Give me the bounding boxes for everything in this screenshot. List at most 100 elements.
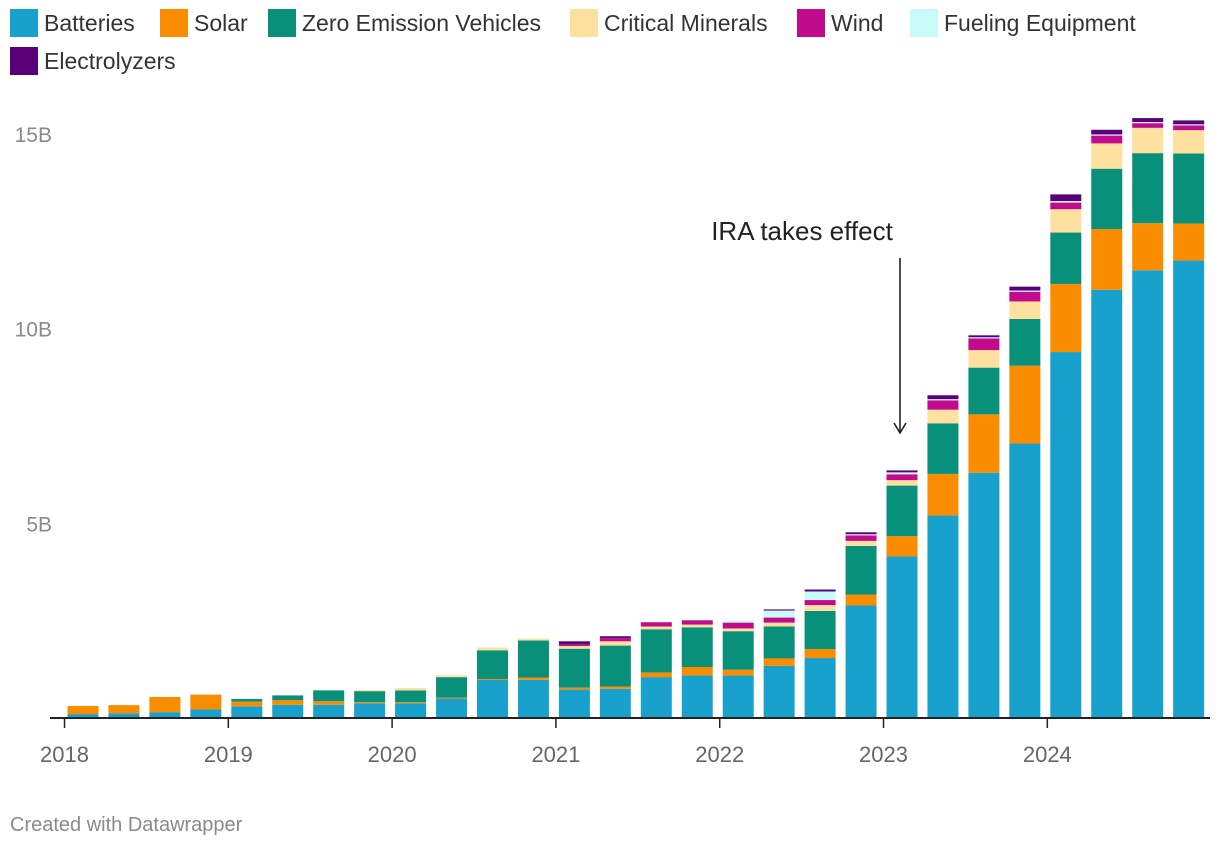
bar-critical-minerals (804, 605, 836, 611)
bar-electrolyzers (558, 641, 590, 645)
bar-wind (804, 600, 836, 606)
bar-wind (558, 644, 590, 646)
annotation-label: IRA takes effect (711, 216, 893, 246)
legend-item-electrolyzers: Electrolyzers (10, 46, 176, 76)
bar-critical-minerals (436, 675, 468, 678)
bar-critical-minerals (395, 688, 427, 691)
bar-batteries (313, 704, 345, 718)
bar-wind (1132, 123, 1164, 128)
legend-item-fueling-equipment: Fueling Equipment (910, 8, 1136, 38)
bar-solar (722, 669, 754, 676)
bar-zero-emission-vehicles (517, 640, 549, 678)
bar-fueling-equipment (763, 610, 795, 618)
bar-batteries (395, 703, 427, 718)
legend-label-wind: Wind (831, 9, 884, 36)
bar-batteries (640, 677, 672, 718)
bar-solar (67, 705, 99, 715)
bars (67, 118, 1205, 718)
bar-batteries (763, 665, 795, 718)
annotation: IRA takes effect (711, 216, 907, 435)
bar-solar (313, 701, 345, 705)
legend-swatch-solar (160, 9, 188, 37)
legend-item-batteries: Batteries (10, 8, 135, 38)
y-tick-label: 5B (26, 513, 52, 536)
bar-wind (681, 620, 713, 625)
x-tick-label: 2018 (40, 742, 89, 767)
bar-batteries (1050, 352, 1082, 718)
legend-item-solar: Solar (160, 8, 248, 38)
footer-credit: Created with Datawrapper (10, 814, 243, 836)
bar-zero-emission-vehicles (558, 648, 590, 688)
bar-electrolyzers (1173, 120, 1205, 125)
bar-solar (1132, 223, 1164, 271)
bar-zero-emission-vehicles (231, 698, 263, 702)
legend-swatch-wind (797, 9, 825, 37)
legend-swatch-electrolyzers (10, 47, 38, 75)
x-tick-label: 2019 (204, 742, 253, 767)
bar-critical-minerals (1050, 209, 1082, 233)
bar-critical-minerals (681, 624, 713, 628)
legend-swatch-fueling-equipment (910, 9, 938, 37)
bar-wind (1009, 291, 1041, 302)
bar-solar (845, 594, 877, 606)
x-tick-label: 2022 (695, 742, 744, 767)
bar-critical-minerals (354, 689, 386, 692)
y-tick-label: 15B (15, 124, 52, 147)
bar-wind (886, 474, 918, 481)
legend-label-solar: Solar (194, 9, 248, 36)
bar-electrolyzers (927, 395, 959, 400)
bar-solar (886, 536, 918, 557)
bar-solar (1050, 283, 1082, 353)
bar-batteries (845, 605, 877, 718)
bar-batteries (517, 679, 549, 718)
bar-critical-minerals (558, 645, 590, 649)
bar-zero-emission-vehicles (1091, 168, 1123, 230)
annotation-arrow-head (893, 422, 907, 435)
bar-zero-emission-vehicles (395, 690, 427, 703)
bar-fueling-equipment (1009, 290, 1041, 292)
bar-fueling-equipment (968, 337, 1000, 339)
bar-batteries (558, 689, 590, 718)
bar-critical-minerals (763, 622, 795, 627)
bar-batteries (67, 714, 99, 718)
bar-fueling-equipment (886, 472, 918, 475)
bar-zero-emission-vehicles (722, 631, 754, 670)
bar-solar (272, 700, 304, 705)
bar-wind (722, 622, 754, 629)
bar-wind (968, 338, 1000, 351)
legend-swatch-critical-minerals (570, 9, 598, 37)
bar-zero-emission-vehicles (681, 627, 713, 667)
legend-item-zev: Zero Emission Vehicles (268, 8, 541, 38)
bar-solar (1009, 365, 1041, 444)
y-tick-label: 10B (15, 319, 52, 342)
bar-solar (558, 687, 590, 690)
bar-batteries (1091, 289, 1123, 718)
bar-solar (231, 701, 263, 707)
bar-zero-emission-vehicles (927, 423, 959, 474)
bar-electrolyzers (804, 589, 836, 592)
bar-zero-emission-vehicles (313, 690, 345, 702)
bar-zero-emission-vehicles (640, 629, 672, 673)
bar-zero-emission-vehicles (763, 626, 795, 659)
bar-critical-minerals (845, 540, 877, 546)
legend-swatch-batteries (10, 9, 38, 37)
bar-critical-minerals (968, 350, 1000, 368)
bar-batteries (190, 709, 222, 718)
bar-critical-minerals (599, 641, 631, 646)
bar-solar (599, 686, 631, 689)
bar-zero-emission-vehicles (272, 695, 304, 701)
bar-batteries (722, 675, 754, 718)
bar-solar (1173, 223, 1205, 261)
bar-batteries (1132, 270, 1164, 718)
bar-batteries (599, 688, 631, 718)
bar-fueling-equipment (722, 620, 754, 623)
x-tick-label: 2023 (859, 742, 908, 767)
bar-critical-minerals (517, 638, 549, 641)
bar-zero-emission-vehicles (477, 650, 508, 680)
bar-electrolyzers (886, 470, 918, 473)
bar-solar (354, 702, 386, 704)
bar-solar (108, 705, 140, 714)
bar-zero-emission-vehicles (845, 545, 877, 595)
bar-solar (968, 414, 1000, 473)
bar-electrolyzers (845, 532, 877, 535)
